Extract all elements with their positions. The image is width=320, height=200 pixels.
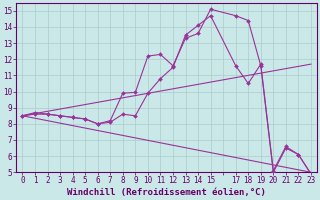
X-axis label: Windchill (Refroidissement éolien,°C): Windchill (Refroidissement éolien,°C) [67,188,266,197]
